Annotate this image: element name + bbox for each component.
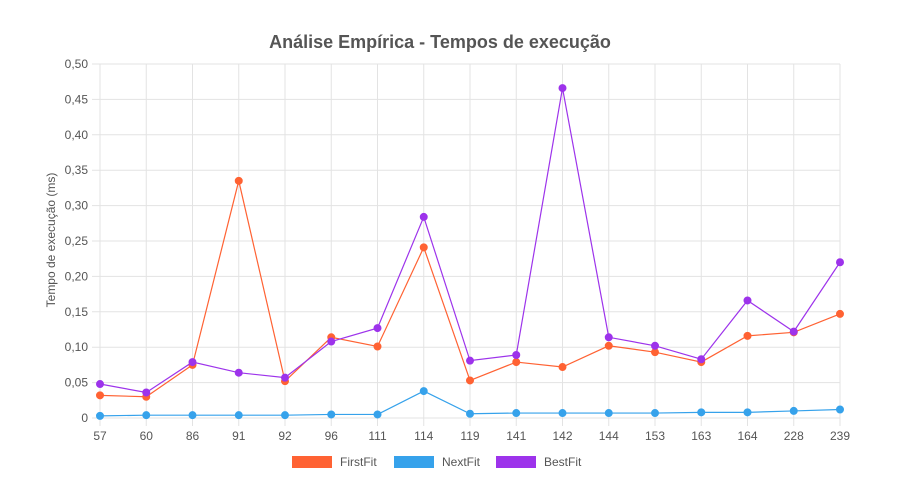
x-tick-label: 114 — [414, 429, 433, 443]
legend-label: NextFit — [442, 455, 481, 469]
x-tick-label: 91 — [232, 429, 246, 443]
x-tick-label: 96 — [325, 429, 339, 443]
data-point-nextfit[interactable] — [651, 409, 659, 418]
data-point-firstfit[interactable] — [558, 363, 567, 372]
legend-item-firstfit[interactable]: FirstFit — [292, 455, 377, 469]
data-point-bestfit[interactable] — [419, 212, 428, 221]
data-point-bestfit[interactable] — [512, 350, 521, 359]
data-point-bestfit[interactable] — [188, 358, 197, 367]
y-axis-ticks: 0 0,05 0,10 0,15 0,20 0,25 0,30 0,35 0,40 0,45 0,5… — [65, 57, 89, 425]
series-bestfit — [96, 84, 844, 397]
data-point-firstfit[interactable] — [836, 309, 844, 318]
data-point-bestfit[interactable] — [558, 84, 567, 93]
data-point-nextfit[interactable] — [836, 405, 844, 414]
y-tick-label: 0,30 — [65, 199, 89, 213]
data-point-nextfit[interactable] — [743, 408, 752, 417]
legend-swatch — [496, 456, 536, 468]
data-point-firstfit[interactable] — [466, 376, 474, 385]
y-axis-label: Tempo de execução (ms) — [44, 173, 58, 308]
legend[interactable]: FirstFit NextFit BestFit — [292, 455, 582, 469]
y-tick-label: 0,50 — [65, 57, 89, 71]
data-point-nextfit[interactable] — [697, 408, 706, 417]
chart-title: Análise Empírica - Tempos de execução — [269, 32, 611, 52]
data-point-nextfit[interactable] — [96, 411, 104, 420]
data-point-bestfit[interactable] — [836, 258, 844, 267]
data-point-nextfit[interactable] — [234, 411, 243, 420]
x-tick-label: 141 — [506, 429, 526, 443]
legend-label: BestFit — [544, 455, 582, 469]
data-point-nextfit[interactable] — [789, 406, 798, 415]
x-tick-label: 163 — [691, 429, 711, 443]
data-point-bestfit[interactable] — [142, 388, 151, 397]
data-point-bestfit[interactable] — [96, 380, 104, 389]
x-tick-label: 60 — [140, 429, 154, 443]
legend-label: FirstFit — [340, 455, 377, 469]
data-point-nextfit[interactable] — [604, 409, 613, 418]
x-tick-label: 228 — [784, 429, 804, 443]
legend-swatch — [292, 456, 332, 468]
data-point-nextfit[interactable] — [466, 409, 474, 418]
x-tick-label: 92 — [278, 429, 292, 443]
x-tick-label: 57 — [93, 429, 107, 443]
data-point-bestfit[interactable] — [373, 324, 382, 333]
data-point-bestfit[interactable] — [327, 337, 336, 346]
y-tick-label: 0,40 — [65, 128, 89, 142]
y-tick-label: 0,45 — [65, 92, 89, 106]
x-tick-label: 86 — [186, 429, 200, 443]
x-tick-label: 119 — [460, 429, 479, 443]
x-tick-label: 111 — [368, 429, 387, 443]
data-point-nextfit[interactable] — [558, 409, 567, 418]
data-point-bestfit[interactable] — [697, 355, 706, 364]
data-point-firstfit[interactable] — [512, 358, 521, 367]
y-tick-label: 0,35 — [65, 163, 89, 177]
data-point-bestfit[interactable] — [466, 356, 474, 365]
x-tick-label: 142 — [552, 429, 572, 443]
data-point-bestfit[interactable] — [743, 296, 752, 305]
series — [96, 84, 844, 420]
data-point-nextfit[interactable] — [419, 387, 428, 396]
data-point-nextfit[interactable] — [512, 409, 521, 418]
y-tick-label: 0,20 — [65, 269, 89, 283]
data-point-firstfit[interactable] — [604, 341, 613, 350]
y-tick-label: 0,10 — [65, 340, 89, 354]
data-point-firstfit[interactable] — [743, 331, 752, 340]
data-point-nextfit[interactable] — [327, 410, 336, 419]
data-point-nextfit[interactable] — [373, 410, 382, 419]
data-point-bestfit[interactable] — [604, 333, 613, 342]
y-tick-label: 0,05 — [65, 376, 89, 390]
data-point-bestfit[interactable] — [281, 373, 289, 382]
x-tick-label: 144 — [599, 429, 619, 443]
grid — [92, 63, 841, 426]
x-axis-ticks: 57 60 86 91 92 96 111 114 119 141 142 144 153 163 164 2… — [93, 429, 850, 443]
data-point-nextfit[interactable] — [281, 411, 289, 420]
y-tick-label: 0,25 — [65, 234, 89, 248]
x-tick-label: 153 — [645, 429, 665, 443]
data-point-nextfit[interactable] — [142, 411, 151, 420]
data-point-firstfit[interactable] — [96, 391, 104, 400]
data-point-nextfit[interactable] — [188, 411, 197, 420]
x-tick-label: 164 — [737, 429, 757, 443]
data-point-firstfit[interactable] — [234, 176, 243, 185]
data-point-firstfit[interactable] — [419, 243, 428, 252]
legend-swatch — [394, 456, 434, 468]
data-point-bestfit[interactable] — [789, 327, 798, 336]
data-point-firstfit[interactable] — [373, 342, 382, 351]
data-point-bestfit[interactable] — [234, 368, 243, 377]
x-tick-label: 239 — [830, 429, 850, 443]
y-tick-label: 0 — [81, 411, 88, 425]
legend-item-bestfit[interactable]: BestFit — [496, 455, 582, 469]
data-point-bestfit[interactable] — [651, 341, 659, 350]
legend-item-nextfit[interactable]: NextFit — [394, 455, 481, 469]
series-nextfit — [96, 387, 844, 420]
y-tick-label: 0,15 — [65, 305, 89, 319]
